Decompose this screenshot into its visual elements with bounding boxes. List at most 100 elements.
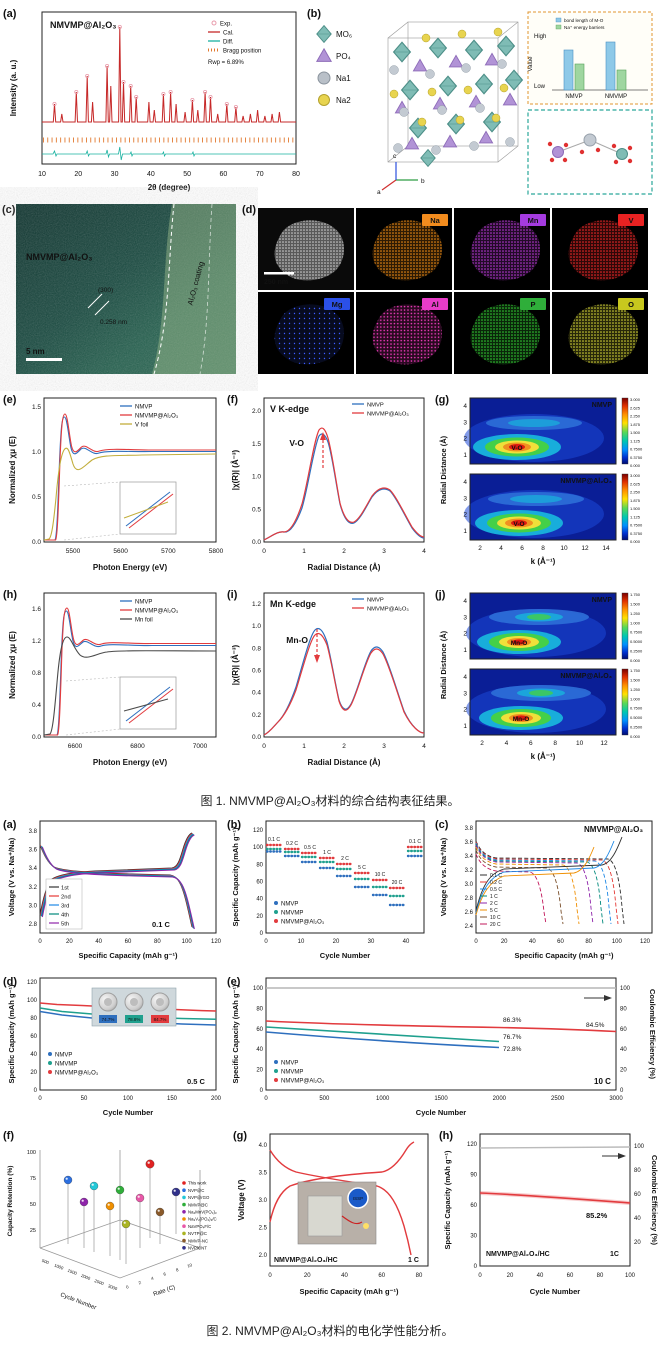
svg-text:1.0: 1.0: [252, 623, 261, 630]
fig2-panel-g-fullcell-profile: (g) ISSP NMVMP@Al₂O₃/HC 1 C 2.0 2.5 3.0 3.5…: [232, 1126, 436, 1311]
x-axis-label: 2θ (degree): [148, 183, 191, 192]
svg-text:2: 2: [463, 631, 467, 638]
bar-nmvmp-green: [616, 69, 627, 91]
svg-text:80: 80: [154, 939, 161, 945]
svg-text:0.2 C: 0.2 C: [286, 841, 298, 847]
xrd-legend: Exp. Cal. Diff. Bragg position Rwp = 6.8…: [208, 20, 261, 66]
svg-text:2: 2: [480, 740, 484, 747]
svg-text:V foil: V foil: [135, 423, 148, 429]
svg-text:NMVP: NMVP: [565, 94, 582, 100]
plot-area: [39, 977, 217, 1091]
fig1-panel-e-xanes-v: (e) NMVP NMVMP@Al₂O₃ V foil 0.0 0.5 1.0 1.5…: [2, 390, 224, 582]
crystal-atoms: [389, 27, 523, 167]
svg-text:0.8: 0.8: [252, 645, 261, 652]
svg-text:4: 4: [422, 743, 426, 750]
svg-text:2000: 2000: [493, 1096, 507, 1102]
svg-text:Na⁺ energy barriers: Na⁺ energy barriers: [564, 25, 605, 30]
data-spheres: [63, 1159, 181, 1264]
svg-text:2500: 2500: [551, 1096, 565, 1102]
svg-text:NMVP: NMVP: [281, 902, 298, 908]
wavelet-nmvp: NMVP Mn-O: [466, 592, 629, 660]
svg-text:NMVP: NMVP: [592, 597, 613, 604]
x-ticks: 2 4 6 8 10 12 14: [478, 545, 610, 552]
cell-label: NMVMP@Al₂O₃/HC: [274, 1257, 338, 1264]
y-axis-label: Specific Capacity (mAh g⁻¹): [443, 1150, 452, 1249]
xrd-traces: [42, 24, 296, 161]
svg-text:2 C: 2 C: [341, 856, 349, 862]
fig2-panel-f-comparison-3d: (f) 25 50 75 100 Capacity Retention (%) 500…: [2, 1126, 230, 1311]
svg-text:40: 40: [341, 1273, 348, 1279]
svg-text:3: 3: [382, 743, 386, 750]
colorbar: [621, 592, 629, 660]
x-axis-label: k (Å⁻¹): [531, 557, 556, 566]
fig1-panel-i-exafs-mn: (i) Mn K-edge NMVP NMVMP@Al₂O₃ Mn-O 0.0 0…: [226, 585, 432, 777]
svg-text:0.2500: 0.2500: [630, 725, 643, 730]
svg-text:10: 10: [38, 171, 46, 178]
svg-text:120: 120: [467, 1142, 478, 1148]
svg-text:60: 60: [220, 171, 228, 178]
svg-text:20: 20: [66, 939, 73, 945]
difference-trace: [42, 146, 296, 161]
svg-text:10: 10: [576, 740, 584, 747]
svg-text:0.4: 0.4: [32, 702, 41, 709]
svg-text:10: 10: [187, 1262, 194, 1268]
svg-text:7000: 7000: [193, 743, 208, 750]
inset-y-label: Value: [528, 56, 534, 72]
fig2-panel-d-cycling: (d) 74.7% 78.8% 84.7% NMVP NMVMP NMVMP@A…: [2, 972, 224, 1124]
scale-bar: [26, 358, 62, 361]
svg-text:2000: 2000: [80, 1273, 91, 1281]
svg-text:Mn foil: Mn foil: [135, 618, 153, 624]
svg-text:NMVMP@Al₂O₃: NMVMP@Al₂O₃: [367, 412, 409, 418]
svg-text:2500: 2500: [94, 1278, 105, 1286]
rate-annotation: 10 C: [594, 1077, 611, 1086]
x-ticks: 0 20 40 60 80 100 120: [474, 939, 650, 945]
x-axis-label: Specific Capacity (mAh g⁻¹): [300, 1287, 399, 1296]
y-ticks-bottom: 1 2 3 4: [463, 674, 467, 730]
svg-text:3.0: 3.0: [29, 903, 38, 909]
rwp-value: Rwp = 6.89%: [208, 60, 245, 66]
y-ticks: 2.0 2.5 3.0 3.5 4.0: [259, 1143, 268, 1259]
svg-text:60: 60: [256, 1027, 263, 1033]
y2-ticks: 20 40 60 80 100: [634, 1144, 645, 1246]
eds-tile-p: P: [454, 292, 550, 374]
svg-text:60: 60: [378, 1273, 385, 1279]
svg-text:6600: 6600: [68, 743, 83, 750]
svg-text:NMVMP@Al₂O₃: NMVMP@Al₂O₃: [135, 609, 179, 615]
svg-text:20: 20: [256, 914, 263, 920]
figure-2-caption: 图 2. NMVMP@Al₂O₃材料的电化学性能分析。: [206, 1324, 454, 1338]
svg-text:2: 2: [463, 707, 467, 714]
svg-text:14: 14: [602, 545, 610, 552]
svg-text:70: 70: [256, 171, 264, 178]
x-axis-label: Photon Energy (eV): [93, 563, 168, 572]
svg-text:1.000: 1.000: [630, 696, 641, 701]
svg-text:4: 4: [463, 598, 467, 605]
svg-text:5500: 5500: [66, 548, 81, 555]
svg-text:1.125: 1.125: [630, 514, 641, 519]
svg-text:100: 100: [612, 939, 623, 945]
svg-text:2: 2: [138, 1280, 142, 1286]
svg-text:NMVP-NC: NMVP-NC: [188, 1238, 208, 1243]
svg-text:P: P: [530, 300, 535, 309]
lattice-fringes: [87, 293, 110, 316]
svg-text:4: 4: [150, 1275, 154, 1281]
rate-legend: 0.1 C 0.2 C 0.5 C 1 C 2 C 5 C 10 C 20 C: [480, 873, 502, 928]
element-chip: [618, 298, 644, 310]
wavelet-coated: NMVMP@Al₂O₃ V-O: [464, 473, 629, 541]
svg-text:0.5 C: 0.5 C: [490, 887, 502, 893]
svg-text:40: 40: [634, 1216, 641, 1222]
svg-text:0.5000: 0.5000: [630, 639, 643, 644]
fig1-panel-d-eds: (d) 250 nm Na Mn V Mg Al P O: [242, 200, 658, 386]
fig1-panel-f-exafs-v: (f) V K-edge NMVP NMVMP@Al₂O₃ V-O 0.0 0.5…: [226, 390, 432, 582]
eds-tile-na: Na: [356, 208, 452, 290]
rate-series: [265, 843, 425, 907]
svg-text:V-O: V-O: [511, 445, 522, 452]
svg-text:3.0: 3.0: [465, 882, 474, 888]
svg-text:1.500: 1.500: [630, 601, 641, 606]
svg-text:Diff.: Diff.: [223, 40, 234, 46]
svg-text:40: 40: [256, 1047, 263, 1053]
retention-label: 85.2%: [586, 1211, 608, 1220]
eds-tile-o: O: [552, 292, 648, 374]
svg-text:O: O: [628, 300, 634, 309]
rate-annotation: 0.5 C: [187, 1077, 206, 1086]
svg-text:200: 200: [211, 1096, 222, 1102]
